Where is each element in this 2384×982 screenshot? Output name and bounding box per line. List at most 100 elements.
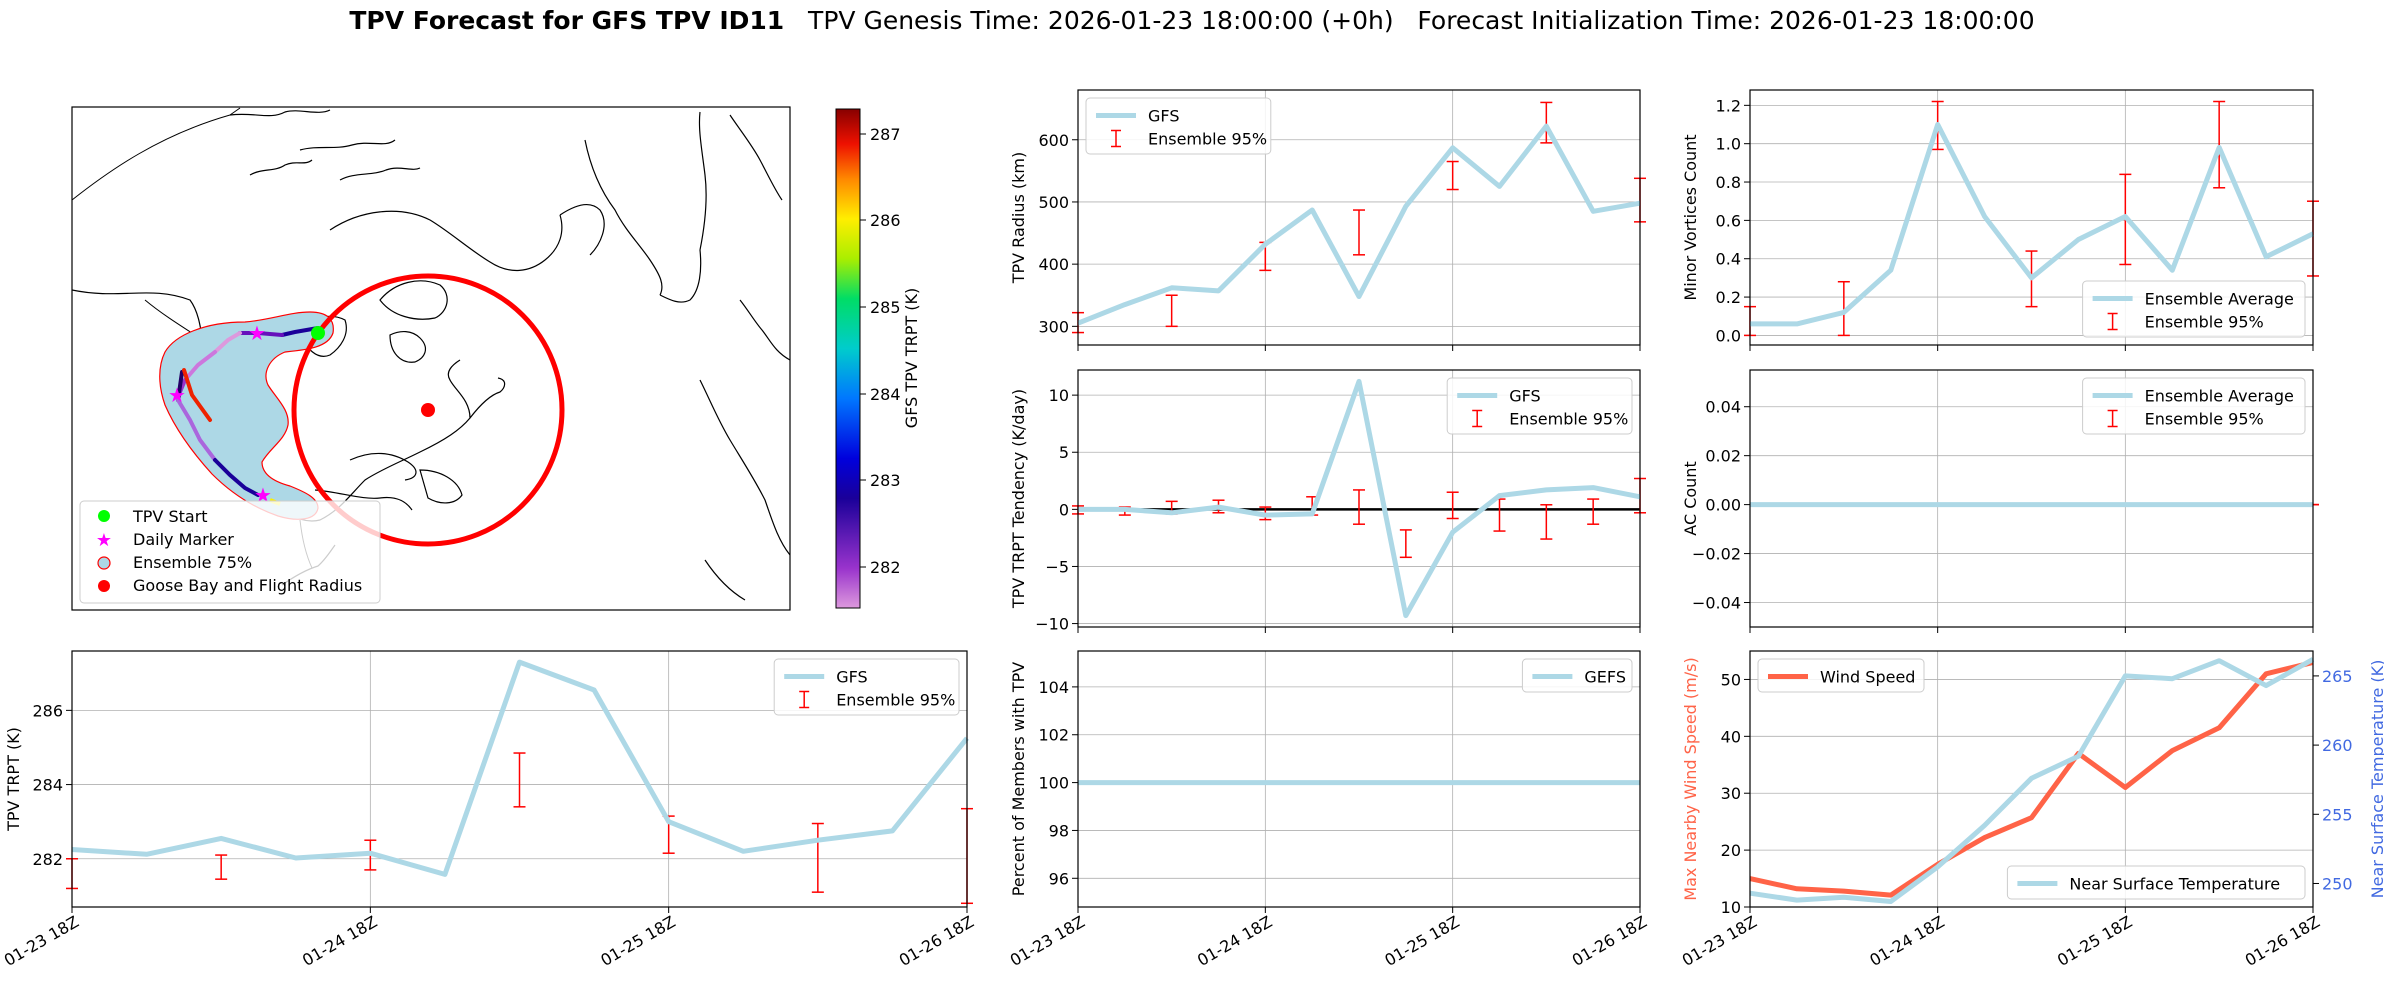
track-seg-i [213, 458, 260, 497]
x-tick-label: 01-25 18Z [597, 912, 678, 970]
y-tick-label: 96 [1049, 869, 1069, 888]
chart-wind_temp: 10 20 30 40 50 01-23 18Z 01-24 18Z 01-25 18Z 01-… [1679, 650, 2384, 970]
ensemble-95-errorbar [1837, 280, 1850, 337]
plot-frame [1077, 89, 1641, 346]
y-tick-label: 400 [1038, 255, 1069, 274]
x-tick-label: 01-26 18Z [2242, 912, 2323, 970]
chart-tendency: −10 −5 0 5 10 TPV TRPT Tendency (K/day) GFS Ens… [1009, 369, 1646, 634]
plot-frame [1749, 89, 2314, 346]
figure-title-main: TPV Forecast for GFS TPV ID11 [349, 6, 785, 35]
legend-label: GFS [1509, 387, 1540, 406]
y-tick-label: 1.0 [1716, 135, 1741, 154]
map-panel: ★ ★ ★ TPV Start ★ Daily Marker Ensemble … [71, 106, 921, 611]
ensemble-75-region [159, 311, 334, 520]
legend-label: Wind Speed [1820, 668, 1915, 687]
series-line-wind-speed [1749, 659, 2314, 898]
legend-label: GFS [836, 668, 867, 687]
legend-label: Ensemble 95% [1148, 130, 1267, 149]
map-geography: ★ ★ ★ [72, 107, 790, 601]
coast-arctic-b [299, 139, 396, 151]
y-right-tick-label: 260 [2322, 736, 2353, 755]
legend-box [2082, 280, 2306, 338]
y-axis-label: Max Nearby Wind Speed (m/s) [1681, 657, 1700, 900]
coast-europe [704, 559, 746, 601]
legend: Ensemble Average Ensemble 95% [2082, 280, 2306, 338]
series-line-gfs [71, 659, 969, 877]
legend-box [2006, 865, 2306, 900]
ensemble-95-errorbar [1446, 491, 1459, 520]
chart-radius: 300 400 500 600 TPV Radius (km) GFS Ensemble 9… [1009, 89, 1646, 351]
legend-box [773, 658, 960, 716]
flight-radius-circle [291, 273, 565, 547]
legend-goosebay-label: Goose Bay and Flight Radius [133, 576, 362, 595]
colorbar-tick-label: 287 [870, 125, 901, 144]
y-tick-label: 0 [1059, 500, 1069, 519]
y-tick-label: 282 [32, 850, 63, 869]
goose-bay-point [421, 403, 435, 417]
coast-svalbard [729, 114, 783, 201]
x-tick-label: 01-26 18Z [1569, 912, 1650, 970]
x-tick-label: 01-24 18Z [299, 912, 380, 970]
coast-newfoundland [419, 469, 463, 504]
x-tick-label: 01-25 18Z [2054, 912, 2135, 970]
y-tick-label: 0.04 [1705, 398, 1741, 417]
y-axis-label: AC Count [1681, 461, 1700, 535]
series-line-gfs [1077, 123, 1641, 326]
legend-box [1085, 97, 1272, 155]
y-right-tick-label: 265 [2322, 667, 2353, 686]
coast-baffin-south [379, 280, 448, 320]
legend: GFS Ensemble 95% [773, 658, 960, 716]
plot-frame [1077, 650, 1641, 908]
ensemble-95-errorbar [1540, 504, 1553, 540]
track-seg-c [213, 331, 242, 354]
ensemble-95-errorbar [1446, 160, 1459, 191]
legend-box [1446, 377, 1633, 435]
series-line-near-surface-temperature [1749, 657, 2315, 904]
coast-arctic-d [249, 159, 313, 176]
ensemble-95-errorbar [1587, 498, 1600, 525]
legend-star-icon: ★ [96, 530, 112, 551]
daily-marker-2: ★ [168, 383, 186, 407]
y-axis-label: Minor Vortices Count [1681, 134, 1700, 300]
legend: Near Surface Temperature [2006, 865, 2306, 900]
track-seg-a [280, 326, 320, 337]
legend-goosebay-icon [98, 580, 110, 592]
y-tick-label: 0.2 [1716, 288, 1741, 307]
legend-ensemble75-icon [97, 556, 111, 570]
coast-scandinavia [699, 379, 790, 556]
coast-baffin [329, 210, 563, 271]
chart-members: 96 98 100 102 104 01-23 18Z 01-24 18Z 01-25 18Z… [1007, 650, 1650, 970]
y-tick-label: 0.8 [1716, 173, 1741, 192]
legend-label: GFS [1148, 107, 1179, 126]
ensemble-95-errorbar [1399, 529, 1412, 559]
y-right-tick-label: 255 [2322, 805, 2353, 824]
y-tick-label: 30 [1721, 784, 1741, 803]
legend-box [1521, 658, 1633, 693]
colorbar-tick-label: 282 [870, 558, 901, 577]
track-seg-g [182, 368, 212, 422]
y-tick-label: −0.04 [1692, 594, 1741, 613]
track-seg-h [176, 398, 217, 462]
ensemble-95-errorbar [1165, 294, 1178, 328]
x-tick-label: 01-24 18Z [1194, 912, 1275, 970]
coast-greenland-east [698, 111, 707, 251]
x-tick-label: 01-25 18Z [1381, 912, 1462, 970]
track-seg-f [176, 370, 184, 402]
y-tick-label: −10 [1035, 615, 1069, 634]
y-tick-label: 10 [1049, 386, 1069, 405]
y-tick-label: 0.6 [1716, 211, 1741, 230]
y-tick-label: 100 [1038, 774, 1069, 793]
figure-title-times: TPV Genesis Time: 2026-01-23 18:00:00 (+… [808, 6, 2035, 35]
legend-ensemble75-label: Ensemble 75% [133, 553, 252, 572]
coast-arctic-c [339, 167, 421, 181]
plot-frame [1749, 369, 2314, 628]
y-tick-label: 0.02 [1705, 447, 1741, 466]
plot-frame [71, 650, 968, 908]
y-tick-label: 102 [1038, 726, 1069, 745]
plot-frame [1749, 650, 2314, 908]
y-tick-label: −0.02 [1692, 545, 1741, 564]
legend-label: Ensemble 95% [1509, 410, 1628, 429]
y-right-tick-label: 250 [2322, 874, 2353, 893]
